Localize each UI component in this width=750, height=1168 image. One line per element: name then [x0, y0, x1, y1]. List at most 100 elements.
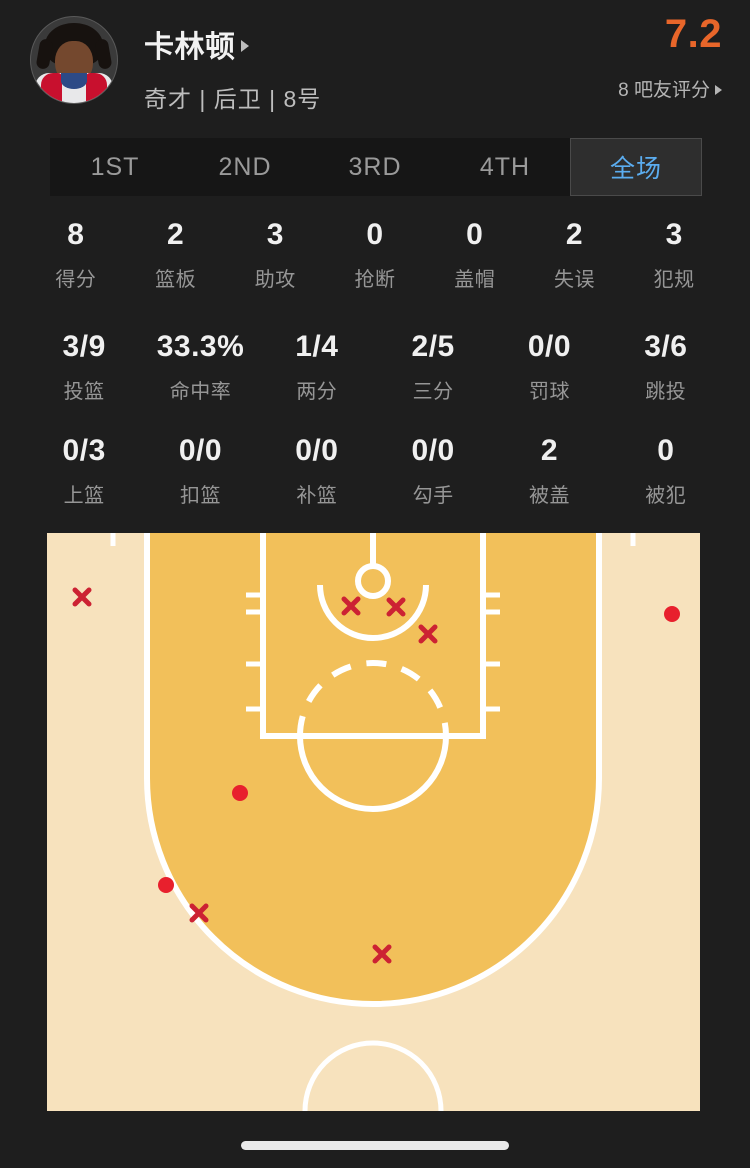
stat-fouls: 3 犯规	[624, 218, 724, 292]
chevron-right-icon	[715, 84, 722, 95]
stat-rebounds: 2 篮板	[126, 218, 226, 292]
shot-marker-miss[interactable]	[189, 903, 209, 923]
stats-row-shot-types: 0/3 上篮 0/0 扣篮 0/0 补篮 0/0 勾手 2 被盖 0 被犯	[26, 434, 724, 508]
player-header: 卡林顿 奇才 | 后卫 | 8号 7.2 8 吧友评分	[0, 0, 750, 118]
stat-label: 扣篮	[179, 485, 221, 507]
stat-value: 3/9	[62, 330, 106, 363]
stat-label: 罚球	[528, 381, 570, 403]
stat-points: 8 得分	[26, 218, 126, 292]
stat-field-goals: 3/9 投篮	[26, 330, 142, 404]
stat-label: 跳投	[645, 381, 687, 403]
stat-value: 0	[366, 218, 384, 251]
stat-value: 0/0	[178, 434, 223, 467]
stat-value: 0	[657, 434, 675, 467]
stat-shots-blocked: 2 被盖	[491, 434, 607, 508]
rating-block[interactable]: 7.2 8 吧友评分	[618, 14, 722, 102]
shot-marker-miss[interactable]	[372, 944, 392, 964]
stat-jump-shots: 3/6 跳投	[608, 330, 724, 404]
rating-link[interactable]: 8 吧友评分	[618, 75, 722, 102]
stat-value: 1/4	[295, 330, 339, 363]
lane-hash-marks-left	[246, 592, 263, 712]
free-throw-circle-dashed	[297, 660, 449, 737]
stat-turnovers: 2 失误	[525, 218, 625, 292]
stat-label: 投篮	[63, 381, 105, 403]
stat-layups: 0/3 上篮	[26, 434, 142, 508]
stat-label: 助攻	[254, 269, 296, 291]
stat-label: 篮板	[155, 269, 197, 291]
stat-value: 2	[565, 218, 584, 251]
lane-hash-marks-right	[483, 592, 500, 712]
stat-value: 3	[665, 218, 683, 251]
stat-three-pointers: 2/5 三分	[375, 330, 491, 404]
tab-full-game[interactable]: 全场	[570, 138, 702, 196]
stat-label: 上篮	[63, 485, 105, 507]
stats-row-basic: 8 得分 2 篮板 3 助攻 0 抢断 0 盖帽 2 失误 3 犯规	[26, 218, 724, 292]
stat-value: 2	[540, 434, 559, 467]
shot-markers[interactable]	[72, 587, 680, 964]
shot-marker-miss[interactable]	[418, 624, 438, 644]
stat-label: 勾手	[412, 485, 454, 507]
stat-label: 失误	[553, 269, 595, 291]
stat-value: 0/0	[411, 434, 455, 467]
rating-label: 8 吧友评分	[618, 80, 710, 101]
player-meta: 奇才 | 后卫 | 8号	[144, 86, 322, 112]
stat-label: 补篮	[296, 485, 338, 507]
stat-value: 2/5	[411, 330, 455, 363]
shot-marker-miss[interactable]	[72, 587, 92, 607]
player-name: 卡林顿	[144, 31, 236, 64]
stat-value: 0	[466, 218, 484, 251]
stat-label: 被犯	[645, 485, 687, 507]
chevron-right-icon	[240, 40, 249, 52]
tab-3rd[interactable]: 3RD	[348, 152, 402, 181]
period-tabbar[interactable]: 1ST 2ND 3RD 4TH 全场	[50, 138, 702, 196]
stat-value: 0/0	[295, 434, 339, 467]
stat-label: 命中率	[169, 381, 232, 403]
stat-label: 盖帽	[454, 269, 496, 291]
shot-marker-miss[interactable]	[341, 596, 361, 616]
stat-fouls-drawn: 0 被犯	[608, 434, 724, 508]
three-point-line	[144, 533, 602, 1007]
stat-label: 被盖	[528, 485, 570, 507]
stat-label: 犯规	[653, 269, 695, 291]
restricted-area-arc	[317, 584, 429, 641]
player-name-row[interactable]: 卡林顿	[144, 22, 321, 66]
three-point-area-fill	[147, 533, 599, 1004]
stat-free-throws: 0/0 罚球	[491, 330, 607, 404]
stat-steals: 0 抢断	[325, 218, 425, 292]
stat-two-pointers: 1/4 两分	[259, 330, 375, 404]
center-circle	[302, 1040, 444, 1111]
stat-value: 3	[266, 218, 284, 251]
player-identity: 卡林顿 奇才 | 后卫 | 8号	[144, 14, 321, 114]
shot-marker-miss[interactable]	[386, 597, 406, 617]
stats-row-shooting: 3/9 投篮 33.3% 命中率 1/4 两分 2/5 三分 0/0 罚球 3/…	[26, 330, 724, 404]
stat-hooks: 0/0 勾手	[375, 434, 491, 508]
stat-value: 8	[67, 218, 85, 251]
shot-chart-court[interactable]	[47, 533, 700, 1111]
stat-fg-percent: 33.3% 命中率	[142, 330, 258, 404]
shot-marker-make[interactable]	[232, 785, 248, 801]
stat-value: 2	[166, 218, 185, 251]
tab-4th[interactable]: 4TH	[479, 152, 531, 181]
stat-label: 抢断	[354, 269, 396, 291]
rating-value: 7.2	[664, 12, 722, 56]
stat-label: 两分	[296, 381, 338, 403]
home-indicator[interactable]	[241, 1141, 509, 1150]
stat-label: 三分	[412, 381, 454, 403]
tab-1st[interactable]: 1ST	[90, 152, 140, 181]
stat-blocks: 0 盖帽	[425, 218, 525, 292]
free-throw-circle-solid	[297, 735, 449, 812]
shot-marker-make[interactable]	[664, 606, 680, 622]
stat-value: 0/0	[527, 330, 572, 363]
stat-value: 33.3%	[156, 330, 245, 363]
stats-panel: 8 得分 2 篮板 3 助攻 0 抢断 0 盖帽 2 失误 3 犯规 3/9	[0, 218, 750, 508]
tab-2nd[interactable]: 2ND	[218, 152, 272, 181]
stat-putbacks: 0/0 补篮	[259, 434, 375, 508]
avatar-collar	[61, 73, 87, 89]
shot-marker-make[interactable]	[158, 877, 174, 893]
stat-label: 得分	[55, 269, 97, 291]
hoop-rim-icon	[355, 563, 391, 599]
stat-assists: 3 助攻	[225, 218, 325, 292]
stat-value: 3/6	[644, 330, 688, 363]
stat-value: 0/3	[62, 434, 106, 467]
avatar[interactable]	[30, 16, 118, 104]
